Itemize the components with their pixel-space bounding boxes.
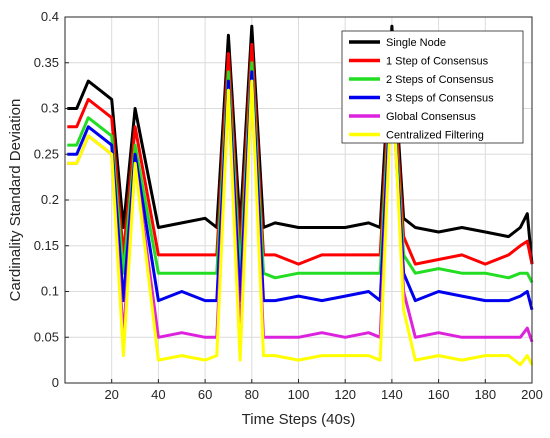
series-layer [67, 24, 534, 367]
y-tick-label: 0.15 [34, 238, 59, 253]
series-line [67, 61, 534, 284]
legend-label: Single Node [386, 37, 446, 49]
series-line [67, 43, 534, 266]
x-tick-label: 140 [381, 387, 403, 402]
y-tick-label: 0.4 [41, 9, 59, 24]
series-line [67, 24, 534, 265]
x-tick-label: 120 [334, 387, 356, 402]
y-tick-label: 0.05 [34, 329, 59, 344]
series-line [67, 79, 534, 367]
x-tick-label: 160 [428, 387, 450, 402]
legend: Single Node 1 Step of Consensus 2 Steps of… [341, 30, 524, 144]
x-tick-label: 200 [521, 387, 543, 402]
y-tick-label: 0.1 [41, 284, 59, 299]
x-tick-label: 100 [288, 387, 310, 402]
legend-box [341, 30, 524, 144]
y-tick-label: 0.35 [34, 55, 59, 70]
axis-ticks: 0 0.05 0.1 0.15 0.2 0.25 0.3 0.35 0.4 20 40 60 80 100… [34, 9, 543, 402]
x-tick-label: 80 [245, 387, 259, 402]
x-tick-label: 20 [104, 387, 118, 402]
x-tick-label: 40 [151, 387, 165, 402]
legend-label: 1 Step of Consensus [386, 56, 489, 68]
series-line [67, 70, 534, 311]
y-axis-label: Cardinality Standard Deviation [7, 99, 24, 302]
legend-label: Global Consensus [386, 111, 476, 123]
y-tick-label: 0.25 [34, 146, 59, 161]
x-tick-label: 60 [198, 387, 212, 402]
legend-label: 3 Steps of Consensus [386, 93, 494, 105]
x-axis-label: Time Steps (40s) [242, 411, 356, 428]
y-tick-label: 0.2 [41, 192, 59, 207]
x-tick-label: 180 [474, 387, 496, 402]
y-tick-label: 0.3 [41, 101, 59, 116]
legend-label: 2 Steps of Consensus [386, 74, 494, 86]
legend-label: Centralized Filtering [386, 130, 484, 142]
y-tick-label: 0 [52, 375, 59, 390]
